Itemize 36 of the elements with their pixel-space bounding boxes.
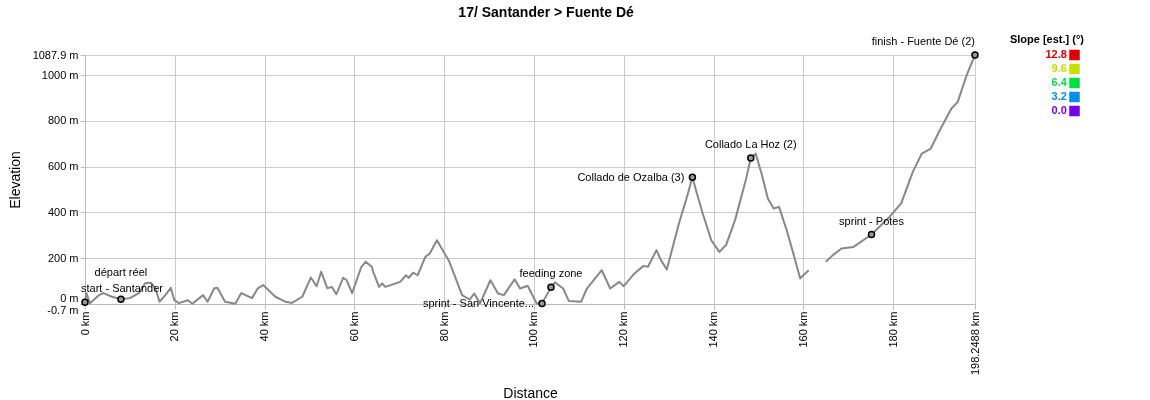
annotation: sprint - Potes bbox=[839, 214, 905, 227]
y-tick-label: 1087.9 m bbox=[32, 48, 79, 61]
annotation: sprint - San Vincente... bbox=[422, 297, 535, 310]
x-tick-label: 20 km bbox=[168, 311, 181, 342]
color-bar-label: 12.8 bbox=[1045, 48, 1067, 60]
x-tick-label: 198.2488 km bbox=[968, 311, 981, 376]
annotation: Collado de Ozalba (3) bbox=[577, 171, 685, 184]
y-tick-label: 200 m bbox=[47, 251, 79, 264]
y-tick-label: 600 m bbox=[47, 160, 79, 173]
x-tick-label: 60 km bbox=[347, 311, 360, 342]
y-axis-title: Elevation bbox=[6, 151, 23, 209]
annotation: départ réel bbox=[94, 266, 148, 279]
y-tick-label: 800 m bbox=[47, 114, 79, 127]
annotation: finish - Fuente Dé (2) bbox=[871, 35, 975, 47]
x-tick-label: 0 km bbox=[78, 311, 91, 336]
x-tick-label: 100 km bbox=[527, 311, 540, 348]
y-tick-label: 0 m bbox=[60, 292, 79, 305]
x-tick-label: 120 km bbox=[617, 311, 630, 348]
x-tick-label: 140 km bbox=[707, 311, 719, 348]
annotation: Collado La Hoz (2) bbox=[704, 137, 797, 150]
chart-title: 17/ Santander > Fuente Dé bbox=[458, 4, 634, 20]
x-tick-label: 180 km bbox=[886, 311, 899, 348]
color-bar-label: 0.0 bbox=[1051, 104, 1067, 116]
x-tick-label: 160 km bbox=[796, 311, 809, 348]
x-axis-title: Distance bbox=[503, 385, 558, 400]
y-tick-label: 1000 m bbox=[41, 68, 79, 81]
x-tick-label: 40 km bbox=[258, 311, 271, 342]
x-tick-label: 80 km bbox=[437, 311, 450, 342]
y-tick-label: 400 m bbox=[47, 205, 79, 218]
color-bar-title: Slope [est.] (°) bbox=[1009, 33, 1085, 45]
color-bar-label: 6.4 bbox=[1051, 76, 1068, 88]
annotation: start - Santander bbox=[81, 282, 164, 295]
annotation: feeding zone bbox=[519, 267, 583, 280]
y-tick-label: -0.7 m bbox=[47, 303, 79, 316]
color-bar-label: 9.6 bbox=[1051, 62, 1067, 74]
color-bar-label: 3.2 bbox=[1051, 90, 1067, 102]
